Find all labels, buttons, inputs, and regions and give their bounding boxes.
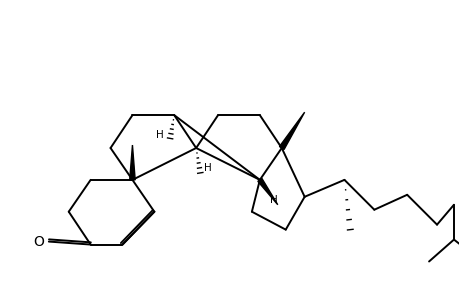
Polygon shape (129, 145, 135, 180)
Polygon shape (257, 178, 277, 205)
Text: H: H (269, 195, 277, 205)
Polygon shape (279, 112, 304, 149)
Text: H: H (204, 163, 212, 173)
Text: H: H (156, 130, 164, 140)
Text: O: O (34, 235, 44, 249)
